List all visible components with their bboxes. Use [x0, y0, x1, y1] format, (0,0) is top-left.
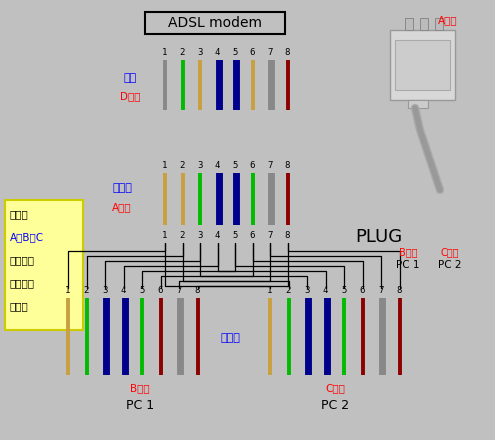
- Text: 4: 4: [121, 286, 126, 294]
- Text: 3: 3: [102, 286, 108, 294]
- Text: A端口: A端口: [438, 15, 458, 25]
- Text: B端口: B端口: [130, 383, 150, 393]
- Text: 4: 4: [323, 286, 328, 294]
- Text: 跳线: 跳线: [123, 73, 137, 83]
- Bar: [420, 18, 428, 30]
- Text: D端口: D端口: [120, 91, 140, 101]
- Text: 6: 6: [360, 286, 365, 294]
- Text: B端口: B端口: [399, 247, 417, 257]
- Bar: [5, 200, 83, 330]
- Text: 5: 5: [342, 286, 346, 294]
- Text: A端口: A端口: [112, 202, 132, 212]
- Text: 6: 6: [250, 231, 255, 239]
- Bar: [145, 12, 285, 34]
- Text: 8: 8: [285, 161, 290, 169]
- Text: 3: 3: [304, 286, 310, 294]
- Text: 1: 1: [162, 231, 168, 239]
- Text: 要一致: 要一致: [10, 301, 29, 311]
- Text: 1: 1: [162, 48, 168, 56]
- Text: PC 2: PC 2: [321, 399, 349, 411]
- Text: 1: 1: [65, 286, 71, 294]
- Text: 5: 5: [232, 161, 238, 169]
- Text: 7: 7: [378, 286, 384, 294]
- Text: 8: 8: [285, 231, 290, 239]
- Text: 7: 7: [267, 48, 273, 56]
- Text: C端口: C端口: [441, 247, 459, 257]
- Text: 3: 3: [198, 231, 202, 239]
- Text: 3: 3: [198, 161, 202, 169]
- Text: 4: 4: [215, 48, 220, 56]
- Text: 8: 8: [285, 48, 290, 56]
- Text: 6: 6: [158, 286, 163, 294]
- Text: 1: 1: [267, 286, 273, 294]
- Text: 2: 2: [180, 231, 185, 239]
- Bar: [435, 18, 443, 30]
- Text: 7: 7: [176, 286, 182, 294]
- Text: 5: 5: [139, 286, 145, 294]
- Text: 6: 6: [250, 48, 255, 56]
- Text: A、B、C: A、B、C: [10, 232, 44, 242]
- Text: PC 2: PC 2: [438, 260, 462, 270]
- Text: 5: 5: [232, 48, 238, 56]
- Text: PC 1: PC 1: [126, 399, 154, 411]
- Text: 1: 1: [162, 161, 168, 169]
- Text: 4: 4: [215, 161, 220, 169]
- Text: 2: 2: [180, 161, 185, 169]
- Text: 5: 5: [232, 231, 238, 239]
- Text: 色线排列: 色线排列: [10, 278, 35, 288]
- Text: 免跳线: 免跳线: [220, 333, 240, 343]
- Bar: [395, 40, 450, 90]
- Bar: [405, 18, 413, 30]
- Text: PLUG: PLUG: [355, 228, 402, 246]
- Text: 8: 8: [195, 286, 200, 294]
- Text: 免跳线: 免跳线: [112, 183, 132, 193]
- Text: 2: 2: [84, 286, 89, 294]
- Text: C端口: C端口: [325, 383, 345, 393]
- Text: 2: 2: [180, 48, 185, 56]
- Bar: [390, 30, 455, 100]
- Text: 3: 3: [198, 48, 202, 56]
- Text: 注意：: 注意：: [10, 209, 29, 219]
- Bar: [408, 100, 428, 108]
- Text: 三个端口: 三个端口: [10, 255, 35, 265]
- Text: 2: 2: [286, 286, 291, 294]
- Text: 7: 7: [267, 231, 273, 239]
- Text: PC 1: PC 1: [396, 260, 420, 270]
- Text: ADSL modem: ADSL modem: [168, 16, 262, 30]
- Text: 7: 7: [267, 161, 273, 169]
- Text: 8: 8: [397, 286, 402, 294]
- Text: 4: 4: [215, 231, 220, 239]
- Text: 6: 6: [250, 161, 255, 169]
